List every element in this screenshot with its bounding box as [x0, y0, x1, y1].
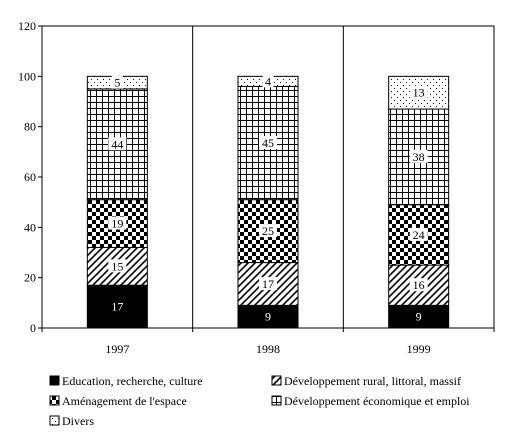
- legend: Education, recherche, culture Développeme…: [49, 374, 470, 428]
- data-label: 25: [262, 224, 274, 238]
- data-label-bg: [108, 259, 127, 273]
- y-tick-label: 100: [18, 69, 36, 83]
- data-label-bg: [409, 278, 428, 292]
- bar-segment: [388, 75, 450, 110]
- legend-swatch: [49, 395, 60, 406]
- legend-label: Aménagement de l'espace: [62, 394, 187, 408]
- y-tick-label: 20: [24, 271, 36, 285]
- data-label-bg: [259, 224, 277, 238]
- data-label-bg: [259, 276, 277, 290]
- y-tick-label: 60: [24, 170, 36, 184]
- bar-segment: [388, 264, 450, 306]
- y-tick-label: 80: [24, 120, 36, 134]
- data-label: 15: [111, 259, 123, 273]
- legend-label: Développement économique et emploi: [284, 394, 470, 408]
- x-tick-label: 1998: [256, 342, 280, 356]
- data-label-bg: [409, 85, 428, 99]
- legend-label: Développement rural, littoral, massif: [284, 374, 461, 388]
- y-tick-label: 120: [18, 19, 36, 33]
- legend-label: Education, recherche, culture: [62, 374, 203, 388]
- data-label-bg: [409, 227, 428, 241]
- data-label-bg: [111, 75, 123, 89]
- data-label: 17: [111, 300, 123, 314]
- legend-swatch: [49, 415, 60, 426]
- x-tick-label: 1997: [105, 342, 129, 356]
- data-label: 4: [265, 74, 271, 88]
- data-label: 9: [265, 310, 271, 324]
- data-label: 45: [262, 136, 274, 150]
- legend-label: Divers: [62, 414, 94, 428]
- data-label-bg: [108, 137, 127, 151]
- data-label: 17: [262, 277, 274, 291]
- data-label-bg: [108, 216, 127, 230]
- legend-swatch: [271, 375, 282, 386]
- data-label: 24: [413, 228, 425, 242]
- data-label: 38: [413, 150, 425, 164]
- data-label: 19: [111, 217, 123, 231]
- data-label: 9: [416, 310, 422, 324]
- legend-swatch: [49, 375, 60, 386]
- data-label: 16: [413, 278, 425, 292]
- data-label-bg: [259, 136, 277, 150]
- data-label-bg: [409, 149, 428, 163]
- bar-segment: [86, 284, 148, 329]
- x-tick-label: 1999: [407, 342, 431, 356]
- data-label: 44: [111, 137, 123, 151]
- data-label: 5: [114, 76, 120, 90]
- y-tick-label: 0: [30, 321, 36, 335]
- data-label-bg: [262, 74, 274, 88]
- y-tick-label: 40: [24, 220, 36, 234]
- legend-swatch: [271, 395, 282, 406]
- data-label: 13: [413, 86, 425, 100]
